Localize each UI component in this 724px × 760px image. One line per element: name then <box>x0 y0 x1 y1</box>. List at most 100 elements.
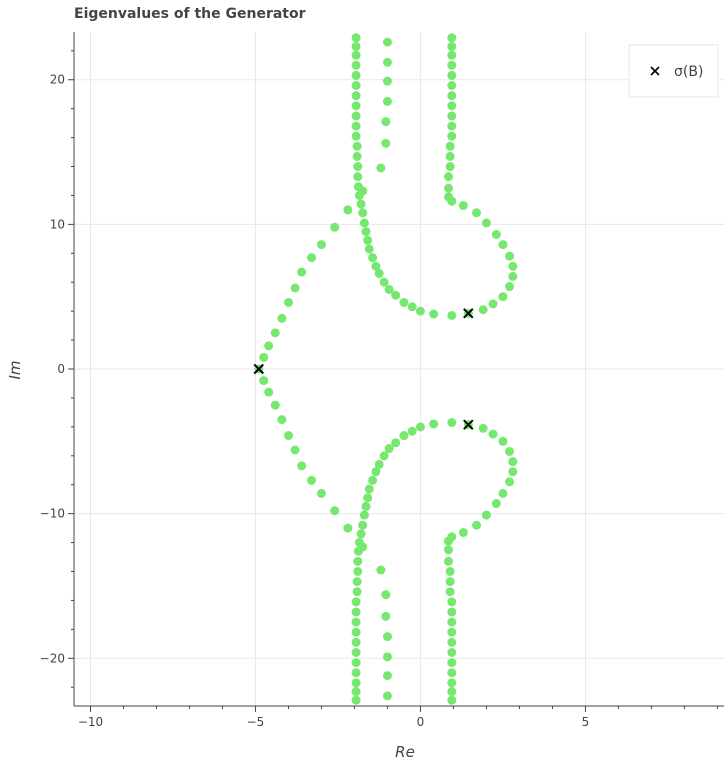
eigenvalue-point <box>443 192 453 202</box>
eigenvalue-point <box>443 536 453 546</box>
eigenvalue-point <box>353 172 363 182</box>
eigenvalue-point <box>364 484 374 494</box>
eigenvalue-point <box>445 587 455 597</box>
eigenvalue-point <box>316 488 326 498</box>
eigenvalue-point <box>353 566 363 576</box>
eigenvalue-point <box>508 457 518 467</box>
eigenvalue-point <box>359 218 369 228</box>
eigenvalue-point <box>259 352 269 362</box>
eigenvalue-point <box>447 101 457 111</box>
eigenvalue-point <box>478 305 488 315</box>
y-axis-label: Im <box>6 360 24 379</box>
grid <box>74 32 724 706</box>
eigenvalue-point <box>447 668 457 678</box>
eigenvalue-point <box>351 111 361 121</box>
eigenvalue-point <box>359 510 369 520</box>
legend-label: σ(B) <box>674 64 703 80</box>
eigenvalue-point <box>361 501 371 511</box>
eigenvalue-point <box>472 520 482 530</box>
eigenvalue-point <box>491 499 501 509</box>
eigenvalue-point <box>382 57 392 67</box>
eigenvalue-point <box>447 131 457 141</box>
eigenvalue-point <box>407 426 417 436</box>
eigenvalue-point <box>351 627 361 637</box>
eigenvalue-point <box>351 607 361 617</box>
eigenvalue-point <box>382 691 392 701</box>
eigenvalue-point <box>364 244 374 254</box>
eigenvalue-point <box>472 208 482 218</box>
eigenvalue-point <box>351 637 361 647</box>
eigenvalue-point <box>353 162 363 172</box>
eigenvalue-point <box>379 277 389 287</box>
eigenvalue-point <box>447 310 457 320</box>
eigenvalue-point <box>447 695 457 705</box>
eigenvalue-point <box>351 50 361 60</box>
eigenvalue-point <box>363 493 373 503</box>
x-tick-label: 0 <box>417 715 425 729</box>
eigenvalue-point <box>505 477 515 487</box>
eigenvalue-point <box>297 267 307 277</box>
eigenvalue-point <box>382 96 392 106</box>
eigenvalue-point <box>381 138 391 148</box>
legend-box <box>628 44 719 98</box>
eigenvalue-point <box>429 309 439 319</box>
eigenvalue-point <box>382 652 392 662</box>
eigenvalue-point <box>330 222 340 232</box>
eigenvalue-point <box>330 506 340 516</box>
eigenvalue-point <box>443 172 453 182</box>
eigenvalue-point <box>447 617 457 627</box>
eigenvalue-point <box>374 269 384 279</box>
sigma-b-marker <box>253 363 264 375</box>
legend-x-marker <box>650 66 660 76</box>
sigma-b-markers <box>253 308 474 430</box>
eigenvalue-point <box>358 520 368 530</box>
eigenvalue-point <box>264 341 274 351</box>
eigenvalue-point <box>351 678 361 688</box>
eigenvalue-point <box>505 282 515 292</box>
eigenvalue-point <box>498 240 508 250</box>
eigenvalue-point <box>381 117 391 127</box>
eigenvalue-point <box>351 70 361 80</box>
eigenvalue-point <box>429 419 439 429</box>
eigenvalue-point <box>351 91 361 101</box>
eigenvalue-point <box>379 451 389 461</box>
eigenvalue-point <box>447 647 457 657</box>
eigenvalue-point <box>259 376 269 386</box>
eigenvalue-point <box>445 151 455 161</box>
eigenvalue-point <box>353 556 363 566</box>
eigenvalue-point <box>508 467 518 477</box>
sigma-b-marker <box>463 419 474 430</box>
eigenvalue-point <box>307 253 317 263</box>
eigenvalue-point <box>358 542 368 552</box>
eigenvalue-point <box>447 33 457 43</box>
eigenvalue-point <box>407 302 417 312</box>
eigenvalue-point <box>316 240 326 250</box>
eigenvalue-point <box>478 423 488 433</box>
eigenvalue-point <box>371 261 381 271</box>
eigenvalue-point <box>443 556 453 566</box>
eigenvalue-point <box>447 607 457 617</box>
eigenvalue-point <box>447 121 457 131</box>
eigenvalue-point <box>415 422 425 432</box>
eigenvalue-point <box>498 436 508 446</box>
eigenvalue-point <box>391 438 401 448</box>
eigenvalue-point <box>447 627 457 637</box>
eigenvalue-point <box>447 41 457 51</box>
y-tick-label: 20 <box>50 73 65 87</box>
eigenvalue-point <box>358 208 368 218</box>
eigenvalue-point <box>382 37 392 47</box>
eigenvalue-point <box>351 60 361 70</box>
eigenvalue-point <box>283 431 293 441</box>
eigenvalue-point <box>264 387 274 397</box>
eigenvalue-point <box>447 91 457 101</box>
eigenvalue-point <box>376 163 386 173</box>
eigenvalue-point <box>505 251 515 261</box>
eigenvalue-point <box>290 283 300 293</box>
eigenvalue-point <box>352 577 362 587</box>
eigenvalue-point <box>356 199 366 209</box>
eigenvalue-point <box>481 510 491 520</box>
eigenvalue-point <box>382 76 392 86</box>
x-axis-label: Re <box>395 743 415 760</box>
chart-title: Eigenvalues of the Generator <box>74 6 306 22</box>
